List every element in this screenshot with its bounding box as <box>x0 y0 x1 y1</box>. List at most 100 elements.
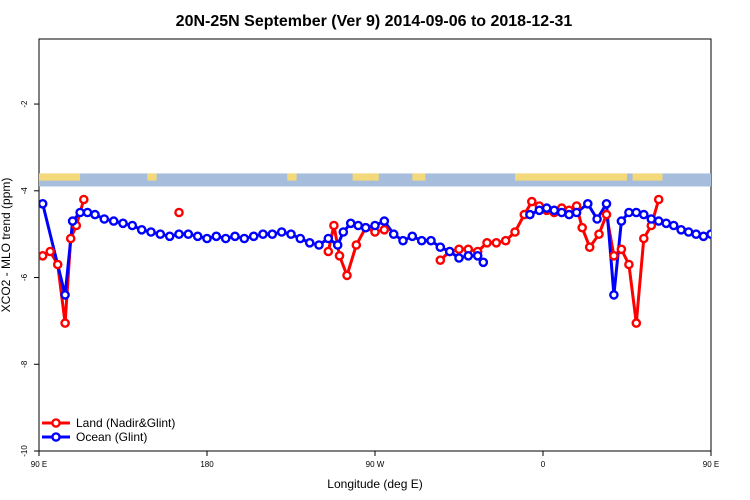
data-point <box>510 227 520 237</box>
data-point <box>342 270 352 281</box>
data-point <box>108 216 119 226</box>
data-point <box>592 214 602 224</box>
data-point <box>631 207 642 218</box>
data-point <box>616 216 627 226</box>
data-point <box>258 229 268 239</box>
data-point <box>99 214 110 224</box>
data-point <box>624 259 634 270</box>
data-point <box>556 207 567 218</box>
data-point <box>230 231 240 242</box>
data-point <box>577 222 588 233</box>
x-tick-label: 90 W <box>366 460 385 469</box>
data-point <box>482 237 492 248</box>
data-point <box>698 231 709 242</box>
y-tick-label: -2 <box>20 100 29 108</box>
data-point <box>45 246 56 257</box>
data-point <box>653 194 664 205</box>
data-point <box>491 237 502 248</box>
data-point <box>192 231 203 242</box>
data-point <box>706 229 711 239</box>
data-point <box>334 250 345 261</box>
x-tick-label: 180 <box>200 460 214 469</box>
data-point <box>370 220 380 231</box>
legend-marker <box>51 432 61 442</box>
data-point <box>183 229 194 239</box>
legend-label: Land (Nadir&Glint) <box>76 416 175 430</box>
data-point <box>426 235 436 246</box>
data-point <box>295 233 306 244</box>
data-point <box>60 290 70 300</box>
map-strip-land <box>287 173 297 181</box>
data-point <box>118 218 128 229</box>
map-strip-land <box>39 173 81 181</box>
data-point <box>631 318 642 328</box>
plot-frame <box>38 38 712 452</box>
data-point <box>653 216 664 226</box>
data-point <box>583 198 593 209</box>
data-point <box>79 194 89 205</box>
data-point <box>435 255 446 266</box>
data-point <box>478 257 489 268</box>
data-point <box>67 216 78 226</box>
data-point <box>525 209 535 220</box>
data-point <box>286 229 296 239</box>
data-point <box>463 250 474 261</box>
map-strip-land <box>371 173 379 181</box>
data-point <box>571 207 582 218</box>
data-point <box>360 222 371 233</box>
data-point <box>691 229 701 239</box>
data-point <box>661 218 672 229</box>
data-point <box>444 246 455 257</box>
data-point <box>345 218 356 229</box>
data-point <box>267 229 278 239</box>
x-tick-label: 90 E <box>703 460 719 469</box>
data-point <box>594 229 604 239</box>
y-tick-label: -6 <box>20 273 29 281</box>
data-point <box>639 233 649 244</box>
data-point <box>39 251 48 261</box>
data-point <box>398 235 408 246</box>
data-point <box>616 244 627 255</box>
data-point <box>211 231 222 242</box>
data-point <box>549 205 560 216</box>
data-point <box>220 233 231 244</box>
map-strip-land <box>352 173 372 181</box>
data-point <box>338 227 349 237</box>
data-point <box>75 207 85 218</box>
y-tick-label: -10 <box>20 445 29 457</box>
data-point <box>202 233 212 244</box>
data-point <box>564 209 574 220</box>
data-point <box>624 207 634 218</box>
data-point <box>609 290 619 300</box>
map-strip-land <box>147 173 157 181</box>
data-point <box>379 224 390 235</box>
x-tick-label: 0 <box>541 460 546 469</box>
data-point <box>174 229 184 239</box>
data-point <box>683 227 694 237</box>
y-axis-label: XCO2 - MLO trend (ppm) <box>0 178 13 313</box>
data-point <box>65 233 76 244</box>
data-point <box>534 205 545 216</box>
map-strip-land <box>632 173 663 181</box>
data-point <box>304 237 315 248</box>
data-point <box>416 235 427 246</box>
data-point <box>146 227 156 237</box>
chart-title: 20N-25N September (Ver 9) 2014-09-06 to … <box>176 13 573 30</box>
legend: Land (Nadir&Glint)Ocean (Glint) <box>42 416 175 444</box>
data-point <box>39 199 48 209</box>
data-point <box>82 207 93 218</box>
data-point <box>164 231 175 242</box>
data-point <box>527 196 537 207</box>
data-point <box>276 227 287 237</box>
data-point <box>609 250 619 261</box>
data-point <box>472 250 483 261</box>
data-point <box>329 220 339 231</box>
data-point <box>90 209 100 220</box>
data-point <box>127 220 138 231</box>
data-point <box>323 246 334 257</box>
data-point <box>407 231 418 242</box>
data-point <box>60 318 70 328</box>
data-point <box>388 229 399 239</box>
data-point <box>646 214 657 224</box>
